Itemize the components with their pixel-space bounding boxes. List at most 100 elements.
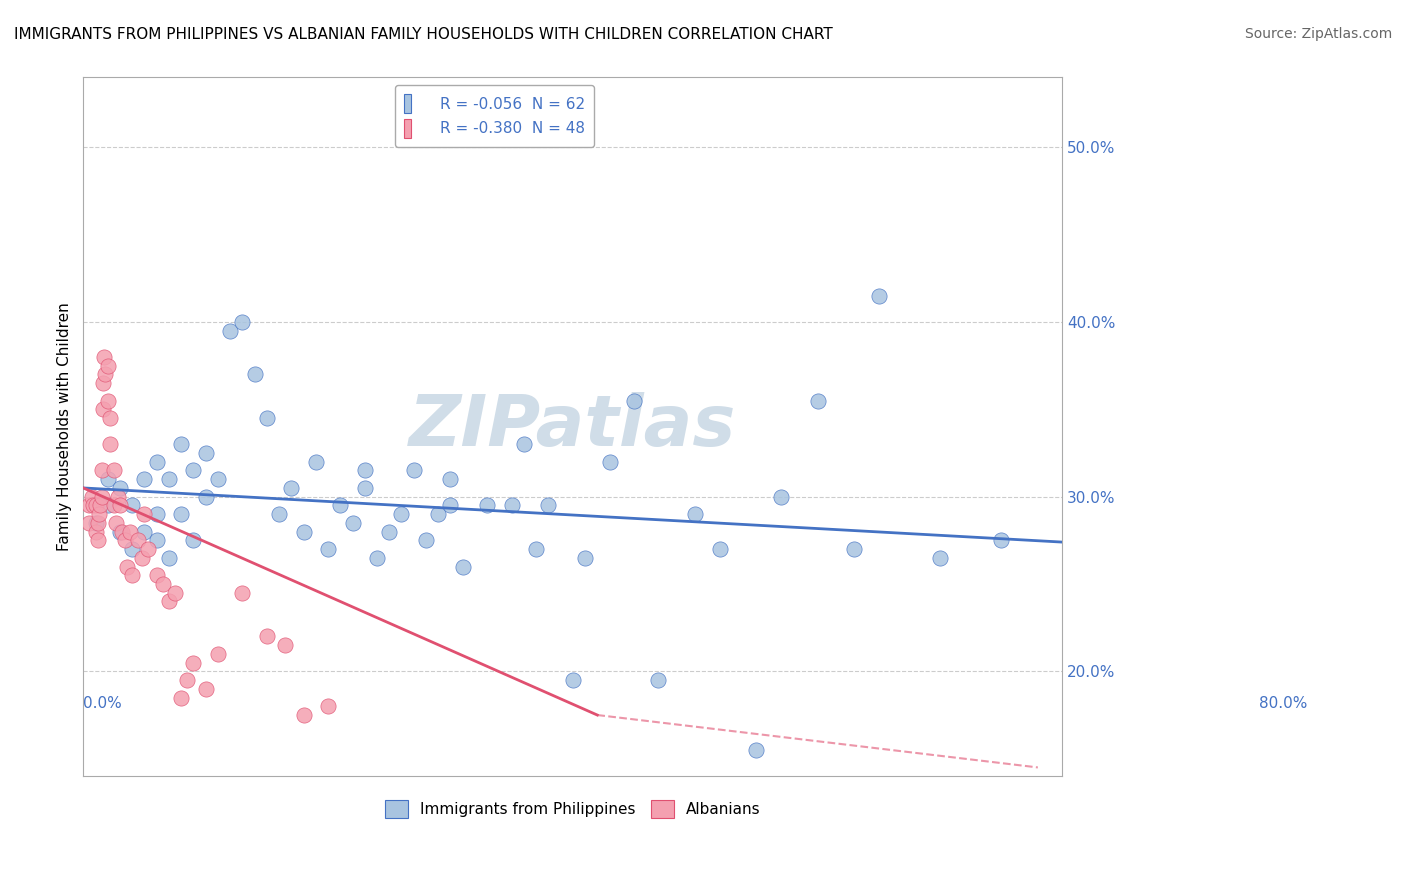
Point bbox=[378, 524, 401, 539]
Point bbox=[131, 550, 153, 565]
Point bbox=[165, 586, 187, 600]
Point bbox=[316, 699, 339, 714]
Point bbox=[683, 507, 706, 521]
Point bbox=[439, 472, 461, 486]
Point bbox=[427, 507, 450, 521]
Point bbox=[709, 542, 731, 557]
Point bbox=[87, 533, 110, 548]
Point bbox=[207, 647, 229, 661]
Text: Source: ZipAtlas.com: Source: ZipAtlas.com bbox=[1244, 27, 1392, 41]
Point bbox=[391, 507, 413, 521]
Point bbox=[157, 472, 180, 486]
Point bbox=[94, 368, 117, 382]
Point bbox=[134, 524, 156, 539]
Point bbox=[501, 499, 523, 513]
Point bbox=[91, 402, 114, 417]
Point bbox=[97, 472, 120, 486]
Point bbox=[599, 455, 621, 469]
Point bbox=[329, 499, 352, 513]
Point bbox=[90, 490, 112, 504]
Point bbox=[157, 594, 180, 608]
Point bbox=[98, 411, 121, 425]
Point bbox=[84, 499, 107, 513]
Point bbox=[87, 516, 110, 530]
Point bbox=[194, 681, 217, 696]
Point bbox=[127, 533, 149, 548]
Point bbox=[79, 499, 101, 513]
Legend: Immigrants from Philippines, Albanians: Immigrants from Philippines, Albanians bbox=[378, 794, 766, 824]
Point bbox=[108, 499, 131, 513]
Point bbox=[194, 490, 217, 504]
Point bbox=[415, 533, 437, 548]
Point bbox=[647, 673, 669, 687]
Point bbox=[97, 359, 120, 373]
Point bbox=[111, 524, 134, 539]
Point bbox=[269, 507, 291, 521]
Point bbox=[145, 455, 167, 469]
Point bbox=[84, 524, 107, 539]
Point bbox=[513, 437, 536, 451]
Point bbox=[79, 516, 101, 530]
Point bbox=[274, 638, 297, 652]
Point bbox=[623, 393, 645, 408]
Point bbox=[207, 472, 229, 486]
Point bbox=[745, 743, 768, 757]
Point bbox=[537, 499, 560, 513]
Text: IMMIGRANTS FROM PHILIPPINES VS ALBANIAN FAMILY HOUSEHOLDS WITH CHILDREN CORRELAT: IMMIGRANTS FROM PHILIPPINES VS ALBANIAN … bbox=[14, 27, 832, 42]
Point bbox=[121, 568, 143, 582]
Point bbox=[451, 559, 474, 574]
Point bbox=[353, 481, 375, 495]
Point bbox=[145, 533, 167, 548]
Point bbox=[170, 437, 193, 451]
Point bbox=[136, 542, 159, 557]
Point bbox=[117, 559, 139, 574]
Point bbox=[82, 499, 104, 513]
Point bbox=[316, 542, 339, 557]
Point bbox=[98, 437, 121, 451]
Point bbox=[806, 393, 828, 408]
Point bbox=[929, 550, 952, 565]
Point bbox=[402, 463, 425, 477]
Point bbox=[108, 481, 131, 495]
Point bbox=[157, 550, 180, 565]
Y-axis label: Family Households with Children: Family Households with Children bbox=[58, 302, 72, 551]
Point bbox=[103, 463, 125, 477]
Point bbox=[243, 368, 266, 382]
Point bbox=[353, 463, 375, 477]
Point bbox=[89, 499, 111, 513]
Point bbox=[183, 656, 205, 670]
Point bbox=[84, 516, 107, 530]
Point bbox=[145, 568, 167, 582]
Point bbox=[990, 533, 1012, 548]
Point bbox=[134, 472, 156, 486]
Point bbox=[176, 673, 198, 687]
Point bbox=[97, 393, 120, 408]
Text: 0.0%: 0.0% bbox=[83, 696, 122, 711]
Point bbox=[80, 490, 103, 504]
Point bbox=[170, 507, 193, 521]
Text: ZIPatlas: ZIPatlas bbox=[409, 392, 737, 461]
Point bbox=[93, 350, 115, 364]
Point bbox=[868, 289, 890, 303]
Point bbox=[280, 481, 302, 495]
Point bbox=[89, 507, 111, 521]
Point bbox=[97, 499, 120, 513]
Point bbox=[121, 542, 143, 557]
Point bbox=[475, 499, 498, 513]
Point bbox=[91, 376, 114, 391]
Point bbox=[107, 490, 129, 504]
Point bbox=[134, 507, 156, 521]
Point bbox=[342, 516, 364, 530]
Point bbox=[292, 524, 315, 539]
Point bbox=[121, 499, 143, 513]
Point bbox=[561, 673, 583, 687]
Point bbox=[108, 524, 131, 539]
Point bbox=[292, 708, 315, 723]
Point bbox=[90, 463, 112, 477]
Point bbox=[231, 586, 253, 600]
Point bbox=[844, 542, 866, 557]
Point bbox=[231, 315, 253, 329]
Point bbox=[183, 533, 205, 548]
Point bbox=[524, 542, 547, 557]
Point bbox=[256, 629, 278, 643]
